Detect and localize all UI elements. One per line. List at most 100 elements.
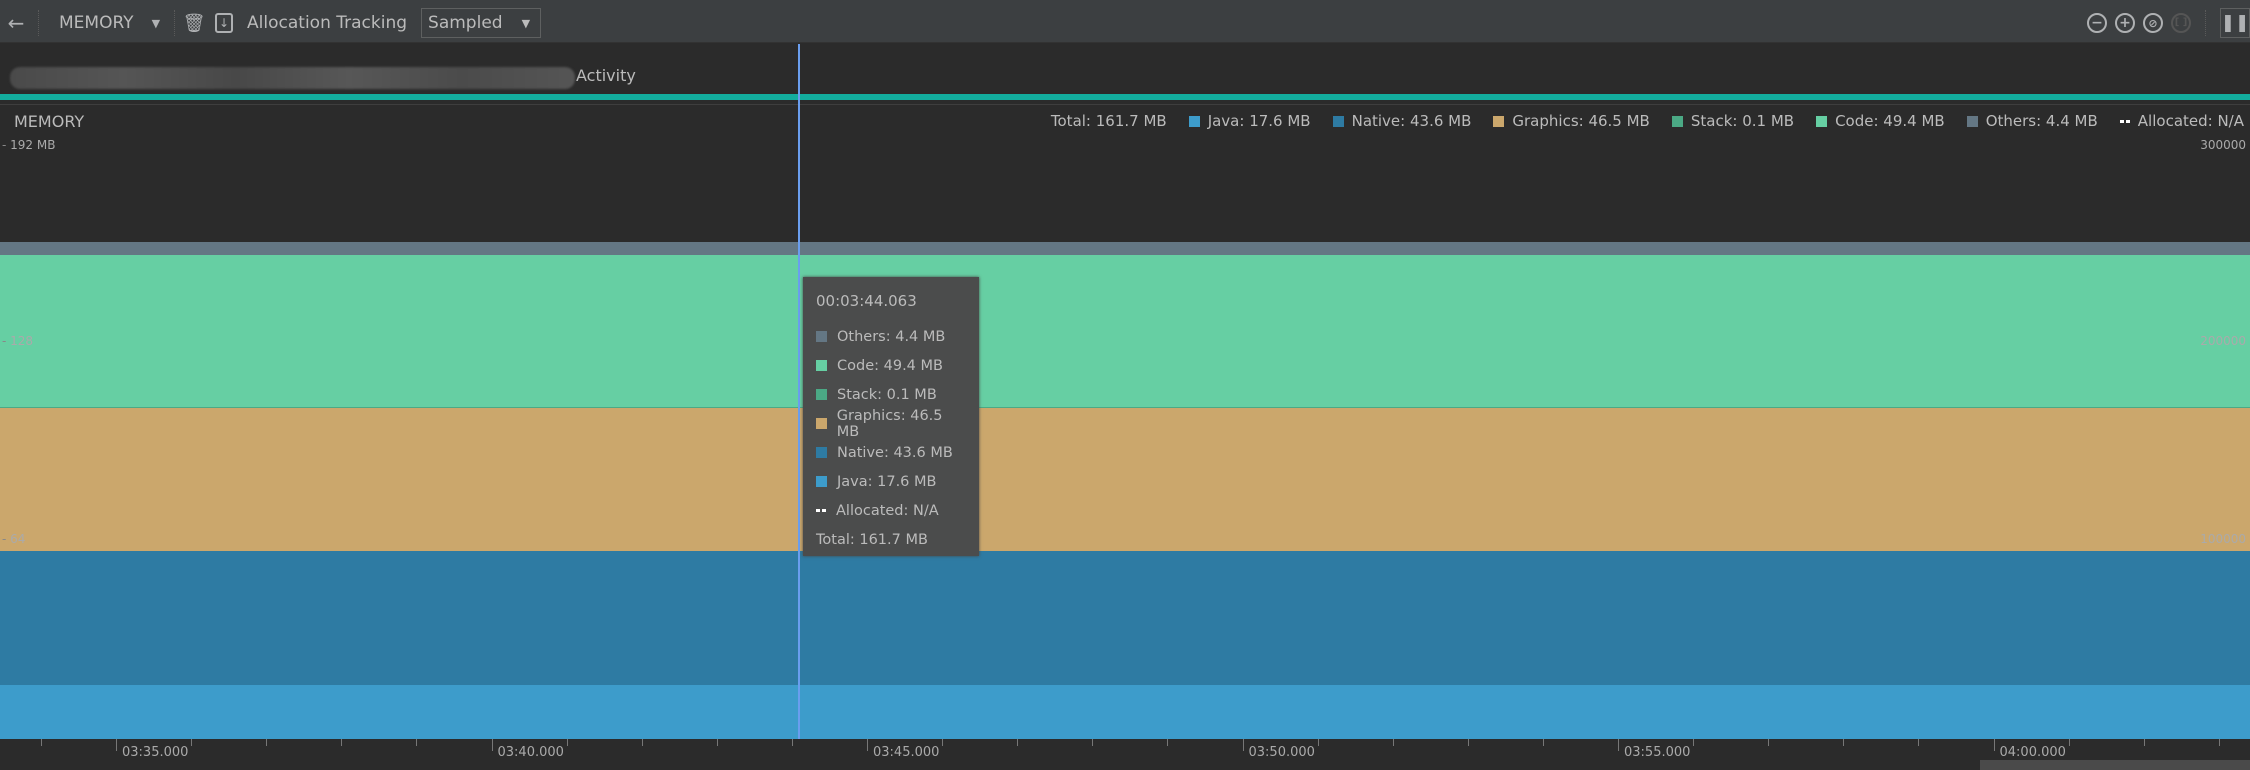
separator	[38, 10, 39, 36]
area-code	[0, 255, 2250, 408]
x-tick-label: 04:00.000	[1999, 745, 2066, 760]
color-swatch-icon	[1332, 115, 1344, 127]
x-tick	[2143, 739, 2145, 746]
x-tick	[641, 739, 643, 746]
x-tick	[566, 739, 568, 746]
separator	[174, 10, 176, 36]
profiler-label: MEMORY	[59, 13, 134, 33]
x-tick	[1392, 739, 1394, 746]
x-tick	[1167, 739, 1169, 746]
memory-chart[interactable]	[0, 105, 2250, 739]
tooltip-row: Stack: 0.1 MB	[816, 380, 966, 409]
legend-label: Graphics: 46.5 MB	[1512, 112, 1650, 130]
tooltip-label: Others: 4.4 MB	[837, 328, 946, 345]
x-tick	[491, 739, 493, 751]
horizontal-scrollbar[interactable]	[1980, 760, 2250, 770]
x-tick	[191, 739, 193, 746]
chevron-down-icon: ▼	[151, 16, 161, 30]
activity-bar[interactable]	[0, 94, 2250, 100]
x-tick	[416, 739, 418, 746]
x-tick-label: 03:35.000	[122, 745, 189, 760]
time-axis: 03:35.000 03:40.000 03:45.000 03:50.000 03:5…	[0, 739, 2250, 770]
area-native	[0, 550, 2250, 685]
x-tick	[1317, 739, 1319, 746]
legend-label: Others: 4.4 MB	[1985, 112, 2098, 130]
separator	[2205, 10, 2206, 36]
reset-zoom-icon[interactable]: ⊘	[2143, 13, 2163, 33]
tooltip-row: Others: 4.4 MB	[816, 322, 966, 351]
dashed-line-icon	[816, 509, 826, 512]
heap-dump-icon[interactable]: ↓	[215, 13, 234, 33]
arrow-left-icon[interactable]: ←	[7, 11, 25, 35]
y-left-tick: - 192 MB	[2, 138, 56, 152]
time-cursor	[798, 44, 800, 739]
legend-item: Stack: 0.1 MB	[1671, 112, 1795, 130]
x-tick-label: 03:45.000	[873, 745, 940, 760]
x-tick	[1843, 739, 1845, 746]
tooltip-total: Total: 161.7 MB	[816, 531, 928, 548]
y-right-tick: 100000	[2200, 532, 2246, 546]
legend-label: Stack: 0.1 MB	[1690, 112, 1795, 130]
color-swatch-icon	[816, 331, 827, 342]
legend-label: Code: 49.4 MB	[1835, 112, 1945, 130]
window-top-border	[0, 0, 2250, 4]
zoom-out-icon[interactable]: −	[2087, 13, 2107, 33]
allocation-tracking-value: Sampled	[428, 13, 503, 33]
x-tick	[40, 739, 42, 746]
tooltip-label: Native: 43.6 MB	[837, 444, 953, 461]
legend-label: Java: 17.6 MB	[1207, 112, 1311, 130]
x-tick	[116, 739, 117, 751]
color-swatch-icon	[816, 360, 827, 371]
area-graphics	[0, 407, 2250, 551]
x-tick-label: 03:55.000	[1624, 745, 1691, 760]
x-tick	[1467, 739, 1469, 746]
tooltip-row: Native: 43.6 MB	[816, 438, 966, 467]
legend-item: Java: 17.6 MB	[1188, 112, 1311, 130]
x-tick	[1993, 739, 1995, 751]
x-tick	[1242, 739, 1244, 751]
tooltip-row: Java: 17.6 MB	[816, 467, 966, 496]
redacted-activity-name	[10, 67, 575, 89]
tooltip-label: Graphics: 46.5 MB	[836, 407, 943, 440]
legend-item: Others: 4.4 MB	[1966, 112, 2098, 130]
tooltip-row: Allocated: N/A	[816, 496, 966, 525]
profiler-selector[interactable]: MEMORY ▼	[45, 13, 168, 33]
trash-icon[interactable]: 🗑	[182, 12, 206, 34]
allocation-tracking-select[interactable]: Sampled ▼	[421, 8, 542, 38]
chevron-down-icon: ▼	[521, 16, 531, 30]
tooltip-label: Java: 17.6 MB	[837, 473, 937, 490]
x-tick	[266, 739, 268, 746]
x-tick	[1017, 739, 1019, 746]
tooltip-row: Code: 49.4 MB	[816, 351, 966, 380]
x-tick-label: 03:40.000	[497, 745, 564, 760]
legend-item: Graphics: 46.5 MB	[1493, 112, 1650, 130]
color-swatch-icon	[816, 447, 827, 458]
legend-item: Native: 43.6 MB	[1332, 112, 1472, 130]
y-right-tick: 200000	[2200, 334, 2246, 348]
color-swatch-icon	[1816, 115, 1828, 127]
legend-label: Native: 43.6 MB	[1351, 112, 1472, 130]
zoom-in-icon[interactable]: +	[2115, 13, 2135, 33]
tooltip-label: Allocated: N/A	[836, 502, 939, 519]
area-others	[0, 241, 2250, 256]
color-swatch-icon	[1671, 115, 1683, 127]
memory-tooltip: 00:03:44.063 Others: 4.4 MB Code: 49.4 MB…	[803, 277, 979, 556]
pause-button[interactable]: ❚❚	[2220, 8, 2250, 38]
legend-item: Code: 49.4 MB	[1816, 112, 1945, 130]
x-tick	[716, 739, 718, 746]
legend-item: Total: 161.7 MB	[1051, 112, 1167, 130]
x-tick	[1918, 739, 1920, 746]
color-swatch-icon	[1188, 115, 1200, 127]
color-swatch-icon	[1966, 115, 1978, 127]
x-tick	[2068, 739, 2070, 746]
x-tick	[2218, 739, 2220, 746]
x-tick	[1542, 739, 1544, 746]
zoom-to-selection-icon: [ ]	[2171, 13, 2191, 33]
legend-label: Total: 161.7 MB	[1050, 112, 1167, 130]
tooltip-label: Stack: 0.1 MB	[837, 386, 937, 403]
tooltip-label: Code: 49.4 MB	[837, 357, 943, 374]
x-tick	[1092, 739, 1094, 746]
color-swatch-icon	[1493, 115, 1505, 127]
color-swatch-icon	[816, 476, 827, 487]
allocation-tracking-label: Allocation Tracking	[247, 13, 408, 33]
